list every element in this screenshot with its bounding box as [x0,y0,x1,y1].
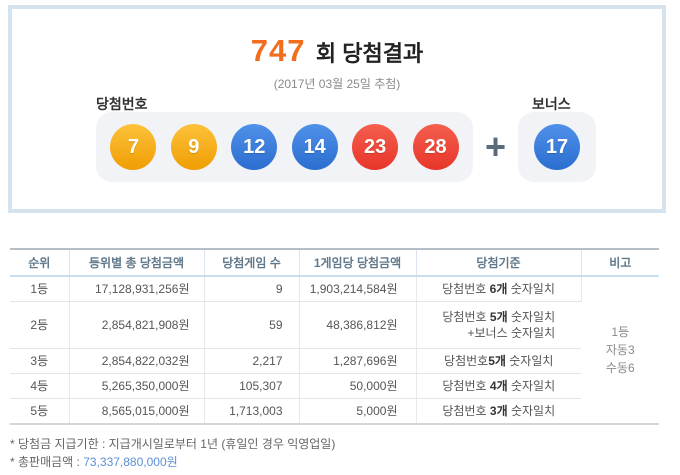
total-cell: 2,854,822,032원 [69,348,205,374]
total-cell: 17,128,931,256원 [69,276,205,302]
bonus-label: 보너스 [532,96,571,112]
rank-cell: 2등 [10,301,70,349]
total-sales-value[interactable]: 73,337,880,000원 [83,455,178,469]
header-total: 등위별 총 당첨금액 [69,248,205,277]
total-cell: 2,854,821,908원 [69,301,205,349]
criteria-cell: 당첨번호5개 숫자일치 [416,348,581,374]
page-title: 747 회 당첨결과 [12,33,662,69]
balls-row: 7 9 12 14 23 28 + 17 [12,112,662,182]
draw-date: (2017년 03월 25일 추첨) [273,77,401,91]
criteria-cell: 당첨번호 6개 숫자일치 [416,276,582,302]
rank-cell: 4등 [10,373,70,399]
games-cell: 1,713,003 [204,398,300,425]
per-game-cell: 50,000원 [299,373,417,399]
plus-icon: + [484,126,507,167]
round-number: 747 [250,33,306,68]
table-row-rank1: 1등 17,128,931,256원 9 1,903,214,584원 당첨번호… [10,276,659,425]
criteria-cell: 당첨번호 4개 숫자일치 [416,373,581,399]
header-rank: 순위 [10,248,70,277]
table-row-rank3: 3등 2,854,822,032원 2,217 1,287,696원 당첨번호5… [10,348,659,374]
lotto-result-box: 747 회 당첨결과 (2017년 03월 25일 추첨) 당첨번호 보너스 7… [8,5,666,213]
lotto-ball-28: 28 [412,124,459,170]
header-per-game: 1게임당 당첨금액 [299,248,417,277]
lotto-ball-7: 7 [110,124,157,170]
games-cell: 105,307 [204,373,300,399]
total-sales-label: * 총판매금액 : [10,455,84,469]
rank-cell: 1등 [10,276,70,302]
per-game-cell: 48,386,812원 [299,301,417,349]
header-note: 비고 [581,248,659,277]
footnotes: * 당첨금 지급기한 : 지급개시일로부터 1년 (휴일인 경우 익영업일) *… [10,436,335,472]
winning-balls-panel: 7 9 12 14 23 28 [96,112,473,182]
lotto-ball-14: 14 [291,124,338,170]
note-cell: 1등 자동3 수동6 [581,276,659,425]
winning-numbers-label: 당첨번호 [96,96,148,112]
per-game-cell: 5,000원 [299,398,417,425]
title-suffix: 회 당첨결과 [315,41,424,66]
per-game-cell: 1,287,696원 [299,348,417,374]
bonus-ball-17: 17 [534,124,580,170]
games-cell: 9 [204,276,300,302]
games-cell: 2,217 [204,348,300,374]
header-games: 당첨게임 수 [204,248,300,277]
total-sales-note: * 총판매금액 : 73,337,880,000원 [10,454,335,471]
rank-cell: 5등 [10,398,70,425]
total-cell: 5,265,350,000원 [69,373,205,399]
lotto-ball-9: 9 [170,124,217,170]
prize-table: 순위 등위별 총 당첨금액 당첨게임 수 1게임당 당첨금액 당첨기준 비고 1… [10,248,659,425]
table-header-row: 순위 등위별 총 당첨금액 당첨게임 수 1게임당 당첨금액 당첨기준 비고 [10,248,659,277]
games-cell: 59 [204,301,300,349]
criteria-cell: 당첨번호 5개 숫자일치 +보너스 숫자일치 [416,301,581,349]
lotto-ball-12: 12 [231,124,278,170]
table-row-rank5: 5등 8,565,015,000원 1,713,003 5,000원 당첨번호 … [10,398,659,425]
header-criteria: 당첨기준 [416,248,582,277]
criteria-cell: 당첨번호 3개 숫자일치 [416,398,581,425]
lotto-ball-23: 23 [352,124,399,170]
bonus-ball-panel: 17 [518,112,596,182]
table-row-rank4: 4등 5,265,350,000원 105,307 50,000원 당첨번호 4… [10,373,659,399]
table-row-rank2: 2등 2,854,821,908원 59 48,386,812원 당첨번호 5개… [10,301,659,349]
rank-cell: 3등 [10,348,70,374]
payment-deadline-note: * 당첨금 지급기한 : 지급개시일로부터 1년 (휴일인 경우 익영업일) [10,437,336,451]
total-cell: 8,565,015,000원 [69,398,205,425]
per-game-cell: 1,903,214,584원 [299,276,417,302]
